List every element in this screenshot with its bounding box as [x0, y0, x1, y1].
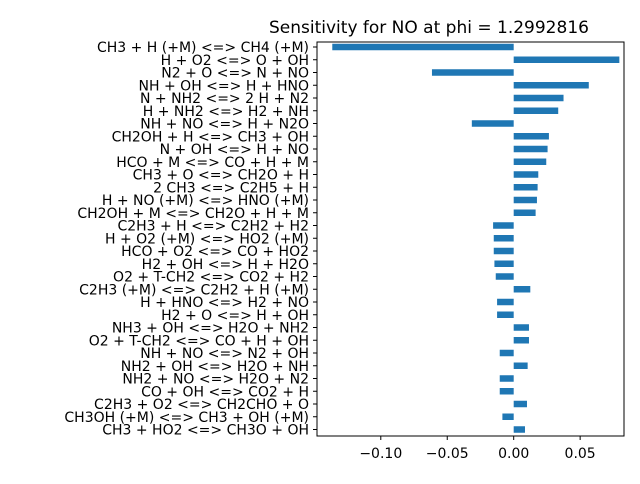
- bar: [513, 400, 527, 408]
- category-label: O2 + T-CH2 <=> CO + H + OH: [89, 333, 309, 349]
- bar: [499, 375, 514, 382]
- bar: [493, 222, 514, 229]
- bar: [513, 362, 528, 369]
- category-label: CH3OH (+M) <=> CH3 + OH (+M): [64, 410, 309, 426]
- bar: [513, 94, 564, 102]
- category-label: H + O2 <=> O + OH: [161, 53, 309, 69]
- bar: [513, 107, 559, 114]
- bar: [431, 69, 514, 76]
- category-label: C2H3 + O2 <=> CH2CHO + O: [94, 397, 309, 413]
- bar: [332, 43, 514, 51]
- bar: [471, 120, 514, 127]
- category-label: CH3 + H (+M) <=> CH4 (+M): [97, 40, 309, 56]
- bar: [513, 426, 525, 433]
- category-label: CH2OH + M <=> CH2O + H + M: [77, 206, 309, 222]
- bar: [513, 337, 529, 344]
- category-label: 2 CH3 <=> C2H5 + H: [153, 180, 309, 196]
- category-label: H2 + O <=> H + OH: [161, 308, 309, 324]
- bar: [493, 247, 514, 255]
- category-label: CH3 + O <=> CH2O + H: [133, 168, 309, 184]
- category-label: C2H3 (+M) <=> C2H2 + H (+M): [79, 282, 309, 298]
- bars-layer: [332, 43, 620, 433]
- axis-layer: CH3 + H (+M) <=> CH4 (+M)H + O2 <=> O + …: [64, 40, 625, 462]
- bar: [513, 133, 549, 140]
- x-tick-label: 0.00: [498, 446, 529, 462]
- plot-frame: [316, 41, 625, 437]
- category-label: NH2 + NO <=> H2O + N2: [122, 372, 309, 388]
- bar: [499, 349, 514, 357]
- category-label: C2H3 + H <=> C2H2 + H2: [117, 219, 309, 235]
- bar: [513, 209, 536, 216]
- bar: [513, 196, 537, 204]
- category-label: H + NH2 <=> H2 + NH: [143, 104, 309, 120]
- bar: [513, 184, 538, 191]
- category-label: H + NO (+M) <=> HNO (+M): [102, 193, 309, 209]
- category-label: N + NH2 <=> 2 H + N2: [140, 91, 309, 107]
- bar: [513, 145, 548, 153]
- category-label: CH2OH + H <=> CH3 + OH: [112, 129, 309, 145]
- x-tick-label: −0.05: [426, 446, 469, 462]
- category-label: NH2 + OH <=> H2O + NH: [121, 359, 309, 375]
- bar: [493, 235, 514, 242]
- category-label: HCO + O2 <=> CO + HO2: [121, 244, 309, 260]
- category-label: NH + OH <=> H + HNO: [139, 78, 309, 94]
- category-label: CO + OH <=> CO2 + H: [141, 384, 309, 400]
- bar: [497, 298, 514, 306]
- category-label: CH3 + HO2 <=> CH3O + OH: [102, 423, 309, 439]
- x-tick-label: −0.10: [359, 446, 402, 462]
- category-label: N + OH <=> H + NO: [160, 142, 309, 158]
- category-label: N2 + O <=> N + NO: [161, 66, 309, 82]
- category-label: O2 + T-CH2 <=> CO2 + H2: [113, 270, 309, 286]
- bar: [513, 158, 547, 165]
- category-label: H + O2 (+M) <=> HO2 (+M): [105, 231, 309, 247]
- category-label: H + HNO <=> H2 + NO: [140, 295, 309, 311]
- chart-title: Sensitivity for NO at phi = 1.2992816: [269, 18, 589, 38]
- category-label: NH + NO <=> N2 + OH: [140, 346, 309, 362]
- bar: [499, 388, 514, 395]
- x-tick-label: 0.05: [565, 446, 596, 462]
- bar: [497, 311, 514, 318]
- bar: [502, 413, 514, 420]
- bar: [495, 273, 514, 280]
- bar: [494, 260, 514, 267]
- bar: [513, 324, 529, 331]
- bar: [513, 171, 539, 178]
- category-label: HCO + M <=> CO + H + M: [116, 155, 309, 171]
- category-label: H2 + OH <=> H + H2O: [142, 257, 309, 273]
- category-label: NH + NO <=> H + N2O: [140, 117, 309, 133]
- bar: [513, 286, 531, 293]
- bar: [513, 56, 620, 63]
- bar: [513, 82, 589, 89]
- category-label: NH3 + OH <=> H2O + NH2: [112, 321, 309, 337]
